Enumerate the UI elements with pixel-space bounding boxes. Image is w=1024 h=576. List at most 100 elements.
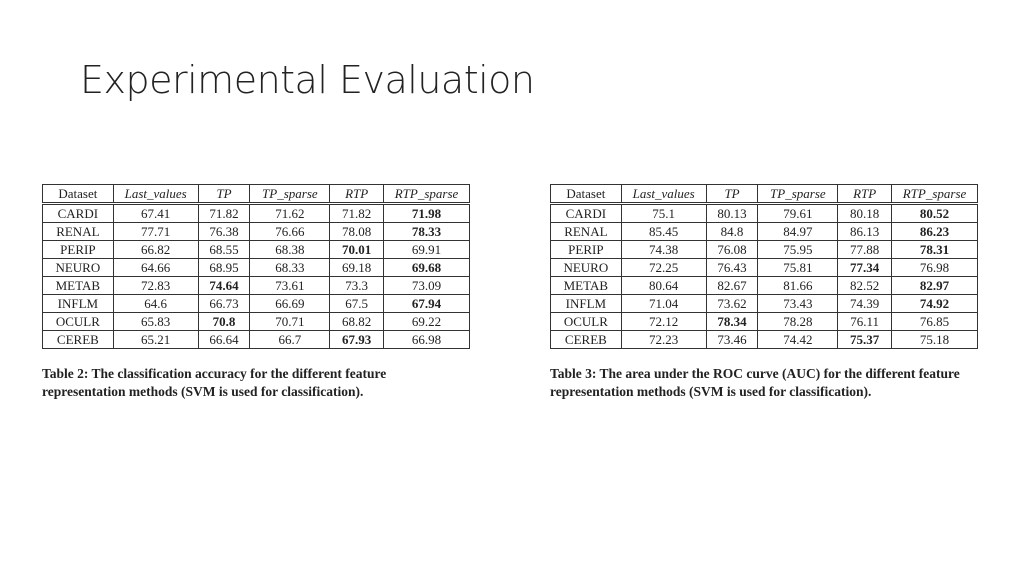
- table-row: CEREB 72.23 73.46 74.42 75.37 75.18: [550, 330, 978, 349]
- column-header: TP_sparse: [249, 184, 331, 205]
- cell: 65.83: [112, 312, 199, 331]
- table-caption: Table 3: The area under the ROC curve (A…: [550, 366, 960, 399]
- cell: 80.18: [837, 203, 893, 223]
- row-label: CEREB: [42, 330, 114, 349]
- data-table: Dataset Last_values TP TP_sparse RTP RTP_spar…: [550, 184, 978, 349]
- cell: 74.64: [197, 276, 251, 295]
- row-label: CARDI: [42, 203, 114, 223]
- cell: 67.5: [329, 294, 385, 313]
- row-label: RENAL: [42, 222, 114, 241]
- cell: 72.12: [620, 312, 707, 331]
- table-row: NEURO 72.25 76.43 75.81 77.34 76.98: [550, 258, 978, 277]
- cell: 69.18: [329, 258, 385, 277]
- row-label: RENAL: [550, 222, 622, 241]
- row-label: METAB: [42, 276, 114, 295]
- table-row: METAB 72.83 74.64 73.61 73.3 73.09: [42, 276, 470, 295]
- cell: 76.66: [249, 222, 331, 241]
- cell: 66.73: [197, 294, 251, 313]
- cell: 73.62: [705, 294, 759, 313]
- cell: 76.11: [837, 312, 893, 331]
- cell: 66.64: [197, 330, 251, 349]
- cell: 67.93: [329, 330, 385, 349]
- cell: 71.62: [249, 203, 331, 223]
- cell: 69.22: [383, 312, 470, 331]
- cell: 73.3: [329, 276, 385, 295]
- table-row: CEREB 65.21 66.64 66.7 67.93 66.98: [42, 330, 470, 349]
- table-block: Dataset Last_values TP TP_sparse RTP RTP_spar…: [42, 184, 472, 401]
- cell: 78.31: [891, 240, 978, 259]
- cell: 66.69: [249, 294, 331, 313]
- cell: 68.95: [197, 258, 251, 277]
- column-header: TP_sparse: [757, 184, 839, 205]
- cell: 81.66: [757, 276, 839, 295]
- cell: 73.09: [383, 276, 470, 295]
- cell: 78.08: [329, 222, 385, 241]
- cell: 82.67: [705, 276, 759, 295]
- column-header: Dataset: [42, 184, 114, 205]
- cell: 77.71: [112, 222, 199, 241]
- cell: 75.37: [837, 330, 893, 349]
- cell: 86.23: [891, 222, 978, 241]
- table-row: RENAL 77.71 76.38 76.66 78.08 78.33: [42, 222, 470, 241]
- cell: 76.38: [197, 222, 251, 241]
- cell: 76.43: [705, 258, 759, 277]
- cell: 68.33: [249, 258, 331, 277]
- cell: 82.97: [891, 276, 978, 295]
- row-label: PERIP: [42, 240, 114, 259]
- column-header: Last_values: [112, 184, 199, 205]
- table-caption: Table 2: The classification accuracy for…: [42, 366, 387, 399]
- cell: 73.61: [249, 276, 331, 295]
- cell: 78.34: [705, 312, 759, 331]
- cell: 66.7: [249, 330, 331, 349]
- table-row: OCULR 72.12 78.34 78.28 76.11 76.85: [550, 312, 978, 331]
- cell: 76.98: [891, 258, 978, 277]
- column-header: Last_values: [620, 184, 707, 205]
- cell: 70.71: [249, 312, 331, 331]
- cell: 68.55: [197, 240, 251, 259]
- cell: 75.18: [891, 330, 978, 349]
- table-row: RENAL 85.45 84.8 84.97 86.13 86.23: [550, 222, 978, 241]
- table-row: INFLM 64.6 66.73 66.69 67.5 67.94: [42, 294, 470, 313]
- row-label: PERIP: [550, 240, 622, 259]
- cell: 85.45: [620, 222, 707, 241]
- column-header: TP: [705, 184, 759, 205]
- cell: 78.28: [757, 312, 839, 331]
- row-label: INFLM: [42, 294, 114, 313]
- cell: 77.34: [837, 258, 893, 277]
- cell: 86.13: [837, 222, 893, 241]
- header-row: Dataset Last_values TP TP_sparse RTP RTP_spar…: [42, 184, 470, 205]
- data-table: Dataset Last_values TP TP_sparse RTP RTP_spar…: [42, 184, 470, 349]
- cell: 80.64: [620, 276, 707, 295]
- cell: 80.52: [891, 203, 978, 223]
- cell: 73.46: [705, 330, 759, 349]
- cell: 77.88: [837, 240, 893, 259]
- row-label: CEREB: [550, 330, 622, 349]
- cell: 82.52: [837, 276, 893, 295]
- cell: 74.39: [837, 294, 893, 313]
- cell: 71.82: [329, 203, 385, 223]
- cell: 72.83: [112, 276, 199, 295]
- table-row: CARDI 75.1 80.13 79.61 80.18 80.52: [550, 203, 978, 223]
- column-header: RTP_sparse: [383, 184, 470, 205]
- cell: 75.95: [757, 240, 839, 259]
- row-label: OCULR: [42, 312, 114, 331]
- cell: 66.98: [383, 330, 470, 349]
- table-row: PERIP 74.38 76.08 75.95 77.88 78.31: [550, 240, 978, 259]
- cell: 67.41: [112, 203, 199, 223]
- row-label: CARDI: [550, 203, 622, 223]
- cell: 71.04: [620, 294, 707, 313]
- cell: 78.33: [383, 222, 470, 241]
- cell: 73.43: [757, 294, 839, 313]
- cell: 76.08: [705, 240, 759, 259]
- table-row: CARDI 67.41 71.82 71.62 71.82 71.98: [42, 203, 470, 223]
- cell: 79.61: [757, 203, 839, 223]
- cell: 84.8: [705, 222, 759, 241]
- cell: 68.38: [249, 240, 331, 259]
- row-label: NEURO: [550, 258, 622, 277]
- header-row: Dataset Last_values TP TP_sparse RTP RTP_spar…: [550, 184, 978, 205]
- cell: 74.38: [620, 240, 707, 259]
- table-row: INFLM 71.04 73.62 73.43 74.39 74.92: [550, 294, 978, 313]
- cell: 67.94: [383, 294, 470, 313]
- cell: 70.01: [329, 240, 385, 259]
